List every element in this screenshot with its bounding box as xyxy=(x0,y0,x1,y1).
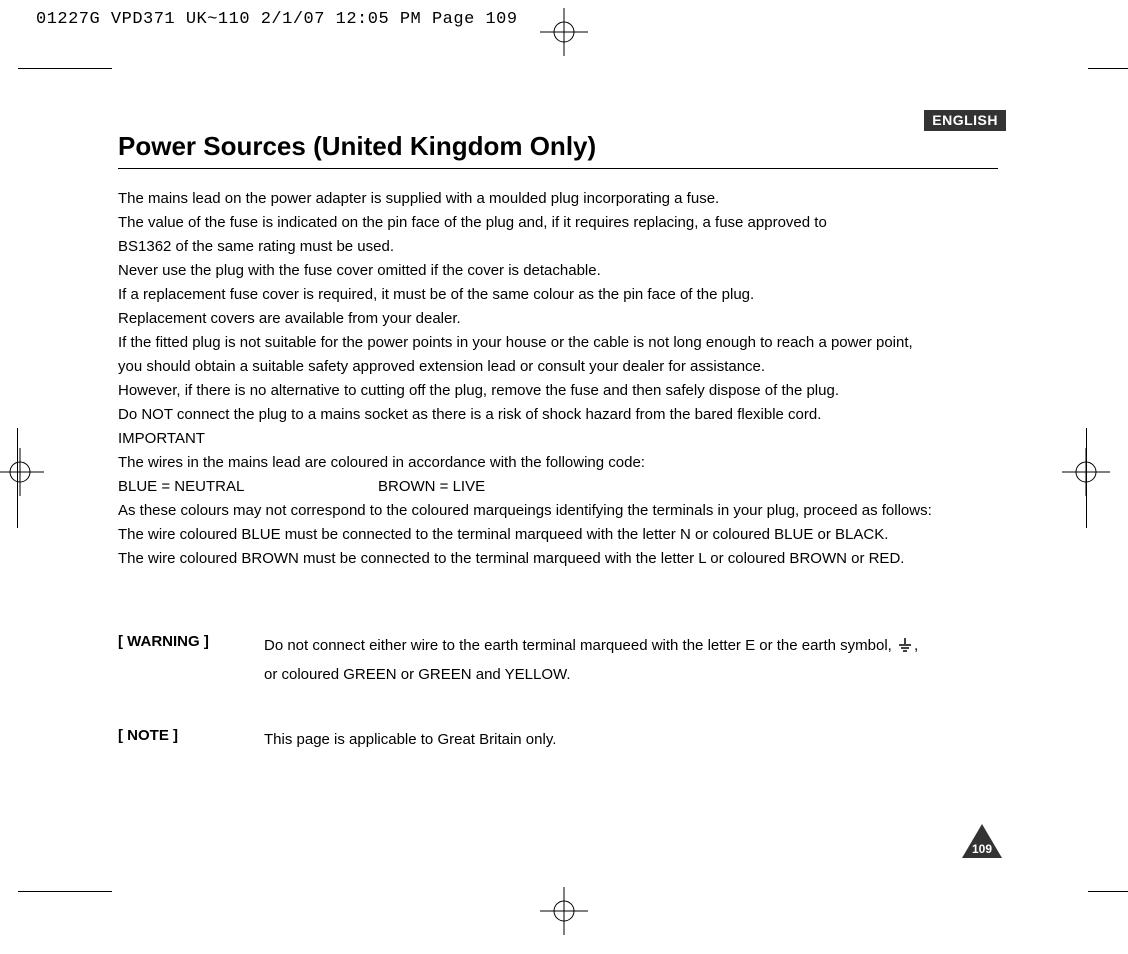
page-number-text: 109 xyxy=(972,842,992,856)
body-line: If a replacement fuse cover is required,… xyxy=(118,283,1018,307)
registration-mark-icon xyxy=(540,887,588,940)
body-line: The wire coloured BROWN must be connecte… xyxy=(118,547,1018,571)
body-text: The mains lead on the power adapter is s… xyxy=(118,187,1018,571)
crop-mark xyxy=(1088,68,1128,69)
body-line: you should obtain a suitable safety appr… xyxy=(118,355,1018,379)
warning-body: Do not connect either wire to the earth … xyxy=(264,633,918,687)
body-line: If the fitted plug is not suitable for t… xyxy=(118,331,1018,355)
crop-mark xyxy=(18,891,112,892)
title-underline xyxy=(118,168,998,169)
registration-mark-icon xyxy=(540,8,588,61)
page-title: Power Sources (United Kingdom Only) xyxy=(118,131,1018,162)
body-line: Never use the plug with the fuse cover o… xyxy=(118,259,1018,283)
note-label: [ NOTE ] xyxy=(118,727,264,752)
page-number-badge: 109 xyxy=(962,824,1002,858)
warning-section: [ WARNING ] Do not connect either wire t… xyxy=(118,633,1018,687)
registration-mark-icon xyxy=(1062,448,1110,501)
body-line: The mains lead on the power adapter is s… xyxy=(118,187,1018,211)
page-container: 01227G VPD371 UK~110 2/1/07 12:05 PM Pag… xyxy=(0,0,1128,954)
registration-mark-icon xyxy=(0,448,44,501)
language-badge: ENGLISH xyxy=(924,110,1006,131)
print-job-header: 01227G VPD371 UK~110 2/1/07 12:05 PM Pag… xyxy=(36,10,518,29)
crop-mark xyxy=(18,68,112,69)
body-line: The wire coloured BLUE must be connected… xyxy=(118,523,1018,547)
wire-neutral: BLUE = NEUTRAL xyxy=(118,475,378,499)
note-section: [ NOTE ] This page is applicable to Grea… xyxy=(118,727,1018,752)
content-area: ENGLISH Power Sources (United Kingdom On… xyxy=(118,110,1018,752)
body-line: The value of the fuse is indicated on th… xyxy=(118,211,1018,235)
warning-text-before: Do not connect either wire to the earth … xyxy=(264,637,896,654)
earth-symbol-icon xyxy=(898,637,912,662)
warning-label: [ WARNING ] xyxy=(118,633,264,687)
body-line: Replacement covers are available from yo… xyxy=(118,307,1018,331)
body-line: IMPORTANT xyxy=(118,427,1018,451)
body-line: The wires in the mains lead are coloured… xyxy=(118,451,1018,475)
crop-mark xyxy=(1088,891,1128,892)
body-line: However, if there is no alternative to c… xyxy=(118,379,1018,403)
warning-text-line2: or coloured GREEN or GREEN and YELLOW. xyxy=(264,666,571,683)
warning-text-after: , xyxy=(914,637,918,654)
note-body: This page is applicable to Great Britain… xyxy=(264,727,556,752)
body-line: Do NOT connect the plug to a mains socke… xyxy=(118,403,1018,427)
body-line: BS1362 of the same rating must be used. xyxy=(118,235,1018,259)
body-line: As these colours may not correspond to t… xyxy=(118,499,1018,523)
wire-live: BROWN = LIVE xyxy=(378,475,485,499)
wire-color-code: BLUE = NEUTRAL BROWN = LIVE xyxy=(118,475,1018,499)
